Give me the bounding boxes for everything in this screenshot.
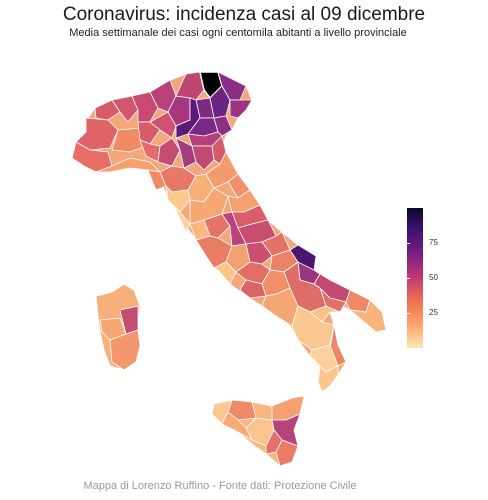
province-lecce — [348, 299, 387, 333]
province-rieti — [203, 213, 231, 239]
province-pavia — [137, 121, 161, 145]
province-grosseto — [167, 199, 191, 233]
legend-tick-mark — [407, 278, 410, 279]
source-caption: Mappa di Lorenzo Ruffino - Fonte dati: P… — [83, 480, 357, 492]
province-ragusa — [265, 429, 283, 455]
map-subtitle: Media settimanale dei casi ogni centomil… — [69, 27, 407, 39]
province-napoli — [239, 279, 267, 299]
legend-tick-25: 25 — [429, 308, 438, 317]
province-aosta — [94, 99, 121, 121]
province-latina — [213, 261, 237, 285]
province-brindisi — [345, 289, 371, 313]
color-legend: 75 50 25 — [404, 206, 464, 352]
province-cagliari — [109, 329, 141, 371]
legend-color-bar — [407, 208, 423, 348]
province-agrigento — [221, 411, 253, 442]
legend-tick-mark — [407, 313, 410, 314]
province-modena — [175, 137, 197, 169]
province-isernia — [245, 241, 273, 265]
province-treviso — [209, 85, 231, 119]
province-parma — [157, 137, 181, 167]
province-alessandria — [111, 127, 147, 153]
province-gorizia — [229, 99, 253, 119]
province-cremona — [149, 111, 177, 139]
province-bologna — [191, 145, 215, 171]
province-torino — [75, 117, 119, 151]
province-potenza — [283, 261, 327, 313]
province-reggio-calabria — [309, 355, 339, 393]
legend-tick-75: 75 — [429, 238, 438, 247]
province-venezia — [213, 115, 233, 137]
province-novara — [111, 95, 139, 123]
map-title: Coronavirus: incidenza casi al 09 dicemb… — [62, 4, 426, 25]
legend-tick-50: 50 — [429, 273, 438, 282]
legend-tick-mark — [407, 243, 410, 244]
